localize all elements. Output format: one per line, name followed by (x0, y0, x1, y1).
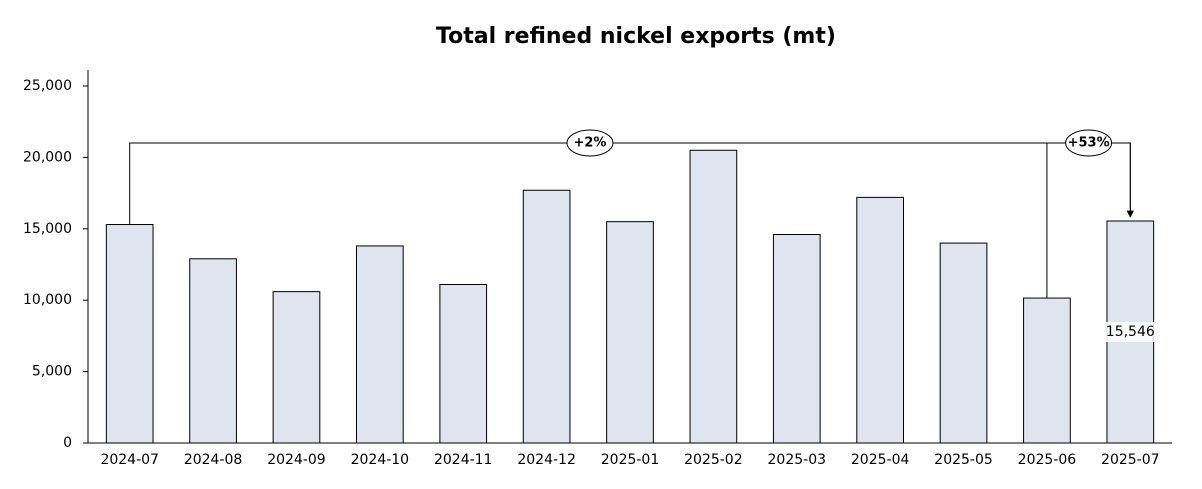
x-tick-label: 2024-11 (434, 452, 493, 468)
bar (606, 221, 654, 444)
y-tick-label: 25,000 (23, 78, 72, 94)
bar (772, 234, 821, 444)
annotation-bubble (566, 129, 614, 157)
x-tick-label: 2025-07 (1101, 452, 1160, 468)
bar (105, 224, 154, 444)
bar (272, 291, 321, 444)
x-tick-label: 2024-10 (351, 452, 410, 468)
x-tick-label: 2025-05 (934, 452, 993, 468)
y-tick-label: 20,000 (23, 149, 72, 165)
x-tick-label: 2025-04 (851, 452, 910, 468)
annotation-label: +2% (573, 136, 606, 151)
bar (856, 196, 905, 444)
bar (439, 283, 488, 444)
value-label: 15,546 (1106, 324, 1155, 340)
x-tick-label: 2024-07 (100, 452, 159, 468)
x-tick-label: 2025-02 (684, 452, 743, 468)
x-tick-label: 2024-08 (184, 452, 243, 468)
chart-title: Total refined nickel exports (mt) (436, 24, 836, 49)
y-tick-label: 15,000 (23, 221, 72, 237)
annotation-bubble (1065, 129, 1113, 157)
y-tick-label: 10,000 (23, 292, 72, 308)
x-tick-label: 2024-12 (517, 452, 576, 468)
x-tick-label: 2025-03 (768, 452, 827, 468)
bar (689, 149, 738, 444)
x-tick-label: 2025-06 (1018, 452, 1077, 468)
annotation-label: +53% (1068, 136, 1110, 151)
y-tick-label: 5,000 (32, 364, 72, 380)
annotation-bracket (129, 142, 1134, 225)
bar (522, 189, 571, 444)
x-tick-label: 2024-09 (267, 452, 326, 468)
bar (1023, 297, 1071, 444)
bar (355, 245, 404, 444)
y-tick-label: 0 (63, 435, 72, 451)
x-tick-label: 2025-01 (601, 452, 660, 468)
bar (939, 242, 988, 444)
value-label-bg (1103, 322, 1158, 343)
bar (189, 258, 237, 444)
